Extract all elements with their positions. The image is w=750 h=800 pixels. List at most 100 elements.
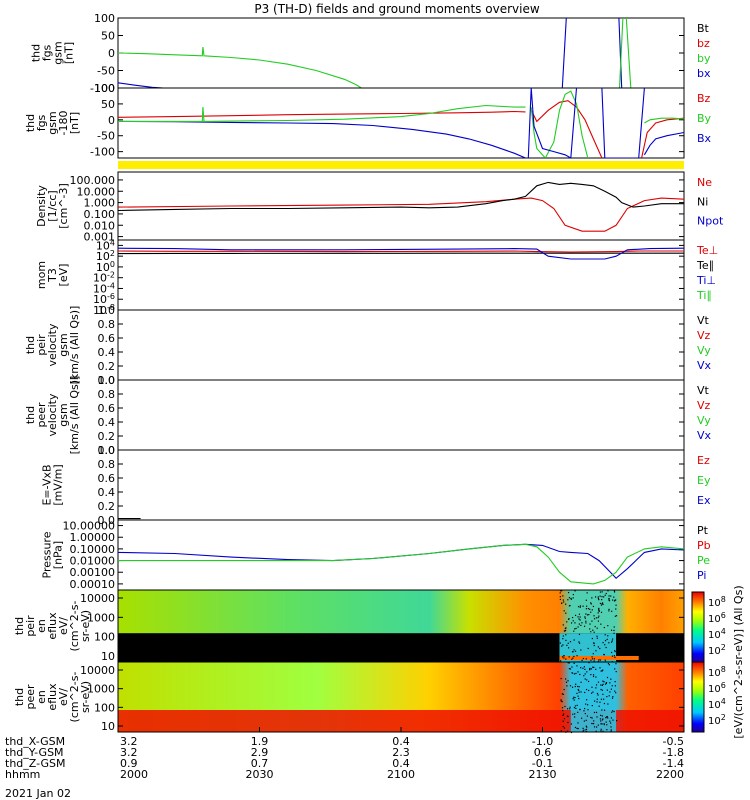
spectrogram-speckle [578, 641, 579, 642]
spectrogram-speckle [607, 625, 608, 626]
series-line-Bx [528, 88, 576, 158]
spectrogram-speckle [598, 599, 599, 600]
spectrogram-speckle [587, 709, 588, 710]
spectrogram-speckle [587, 715, 588, 716]
spectrogram-speckle [591, 621, 592, 622]
spectrogram-speckle [600, 603, 601, 604]
colorbar-tick: 102 [708, 713, 726, 727]
spectrogram-speckle [586, 699, 587, 700]
spectrogram-speckle [566, 621, 567, 622]
ytick-label: 0.00010 [70, 578, 116, 591]
spectrogram-speckle [565, 630, 566, 631]
ytick-label: -50 [97, 130, 115, 143]
spectrogram-speckle [567, 716, 568, 717]
spectrogram-speckle [593, 667, 594, 668]
spectrogram-speckle [569, 668, 570, 669]
spectrogram-speckle [604, 710, 605, 711]
spectrogram-speckle [574, 622, 575, 623]
spectrogram-speckle [585, 729, 586, 730]
spectrogram-speckle [579, 614, 580, 615]
spectrogram-speckle [566, 682, 567, 683]
colorbar-tick: 104 [708, 627, 726, 641]
spectrogram-speckle [582, 668, 583, 669]
spectrogram-speckle [574, 713, 575, 714]
ytick-label: 1.0 [98, 444, 116, 457]
spectrogram-speckle [577, 712, 578, 713]
spectrogram-speckle [563, 726, 564, 727]
spectrogram-speckle [574, 707, 575, 708]
ytick-label: 0.8 [98, 458, 116, 471]
spectrogram-speckle [597, 699, 598, 700]
spectrogram-speckle [602, 684, 603, 685]
legend-Bx: Bx [697, 132, 712, 145]
panel-frame [118, 310, 684, 380]
ytick-label: 0.4 [98, 486, 116, 499]
spectrogram-speckle [578, 690, 579, 691]
spectrogram-speckle [598, 596, 599, 597]
spectrogram-speckle [600, 718, 601, 719]
spectrogram-speckle [565, 604, 566, 605]
spectrogram-speckle [581, 718, 582, 719]
spectrogram-speckle [564, 727, 565, 728]
spectrogram-speckle [589, 609, 590, 610]
spectrogram-speckle [597, 694, 598, 695]
spectrogram-speckle [560, 599, 561, 600]
colorbar-tick: 106 [708, 611, 726, 625]
spectrogram-speckle [598, 612, 599, 613]
spectrogram-speckle [609, 691, 610, 692]
ylabel-peer_en_eflux: thdpeerenefluxeV/(cm^2-s-sr-eV) [13, 672, 92, 723]
spectrogram-speckle [567, 680, 568, 681]
spectrogram-speckle [591, 693, 592, 694]
spectrogram-speckle [571, 666, 572, 667]
spectrogram-speckle [577, 722, 578, 723]
spectrogram-speckle [600, 624, 601, 625]
spectrogram-speckle [577, 626, 578, 627]
spectrogram-speckle [564, 706, 565, 707]
spectrogram-speckle [584, 721, 585, 722]
spectrogram-speckle [601, 670, 602, 671]
spectrogram-speckle [590, 717, 591, 718]
spectrogram-speckle [576, 655, 577, 656]
legend-Pt: Pt [697, 524, 709, 537]
spectrogram-speckle [609, 600, 610, 601]
spectrogram-speckle [563, 624, 564, 625]
spectrogram-speckle [602, 715, 603, 716]
spectrogram-speckle [573, 631, 574, 632]
spectrogram-speckle [585, 621, 586, 622]
spectrogram-speckle [580, 616, 581, 617]
ytick-label: 1.0 [98, 304, 116, 317]
ytick-label: 1.0 [98, 374, 116, 387]
ytick-label: 0.4 [98, 416, 116, 429]
spectrogram-speckle [601, 729, 602, 730]
legend-Pb: Pb [697, 539, 711, 552]
spectrogram-speckle [614, 626, 615, 627]
spectrogram-speckle [600, 730, 601, 731]
legend-Te⊥: Te⊥ [696, 244, 718, 257]
spectrogram-speckle [592, 658, 593, 659]
spectrogram-speckle [607, 639, 608, 640]
spectrogram-speckle [603, 681, 604, 682]
ytick-label: 0.6 [98, 332, 116, 345]
spectrogram-speckle [606, 647, 607, 648]
spectrogram-speckle [599, 702, 600, 703]
spectrogram-speckle [560, 660, 561, 661]
legend-Pe: Pe [697, 554, 710, 567]
footer-label-hhmm: hhmm [5, 768, 40, 781]
ylabel-fgs_gsm_zoom: thdfgsgsm[nT] [30, 41, 76, 64]
spectrogram-speckle [612, 696, 613, 697]
spectrogram-speckle [581, 622, 582, 623]
spectrogram-speckle [615, 616, 616, 617]
spectrogram-speckle [563, 601, 564, 602]
spectrogram-speckle [580, 605, 581, 606]
spectrogram-speckle [584, 669, 585, 670]
spectrogram-speckle [612, 710, 613, 711]
spectrogram-speckle [594, 660, 595, 661]
spectrogram-speckle [607, 677, 608, 678]
yellow-flag-bar [118, 161, 684, 169]
ytick-label: 100 [94, 12, 115, 25]
spectrogram-speckle [603, 642, 604, 643]
spectrogram-speckle [610, 679, 611, 680]
spectrogram-speckle [574, 716, 575, 717]
spectrogram-speckle [600, 720, 601, 721]
footer-date: 2021 Jan 02 [5, 787, 71, 800]
